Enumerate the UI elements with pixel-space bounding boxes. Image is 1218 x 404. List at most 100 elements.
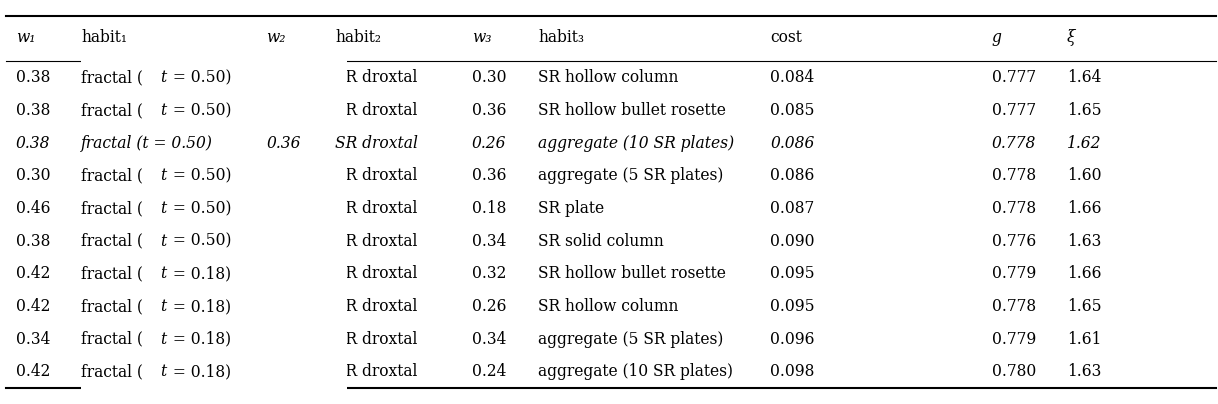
Text: fractal (: fractal ( xyxy=(82,330,143,347)
Bar xyxy=(82,60,347,96)
Text: cost: cost xyxy=(771,29,803,46)
Text: 0.26: 0.26 xyxy=(471,135,507,152)
Text: fractal (: fractal ( xyxy=(82,102,143,119)
Text: habit₁: habit₁ xyxy=(82,29,127,46)
Text: g: g xyxy=(991,29,1001,46)
Text: fractal (: fractal ( xyxy=(82,233,143,250)
Text: = 0.50): = 0.50) xyxy=(168,167,231,184)
Text: 0.096: 0.096 xyxy=(771,330,815,347)
Text: t: t xyxy=(161,233,167,250)
Bar xyxy=(82,158,347,194)
Text: 0.24: 0.24 xyxy=(471,363,507,380)
Text: = 0.50): = 0.50) xyxy=(168,69,231,86)
Text: 0.086: 0.086 xyxy=(771,135,815,152)
Text: SR solid column: SR solid column xyxy=(538,233,664,250)
Text: 0.38: 0.38 xyxy=(16,69,50,86)
Text: SR droxtal: SR droxtal xyxy=(335,135,418,152)
Text: SR droxtal: SR droxtal xyxy=(335,102,418,119)
Text: 0.34: 0.34 xyxy=(266,167,301,184)
Text: = 0.18): = 0.18) xyxy=(168,330,231,347)
Text: 0.32: 0.32 xyxy=(266,69,301,86)
Text: habit₃: habit₃ xyxy=(538,29,585,46)
Text: 0.778: 0.778 xyxy=(991,135,1037,152)
Text: 0.090: 0.090 xyxy=(771,233,815,250)
Text: 1.63: 1.63 xyxy=(1067,363,1101,380)
Text: 0.087: 0.087 xyxy=(771,200,815,217)
Text: aggregate (10 SR plates): aggregate (10 SR plates) xyxy=(538,135,734,152)
Text: 0.780: 0.780 xyxy=(991,363,1037,380)
Text: = 0.18): = 0.18) xyxy=(168,298,231,315)
Text: 0.36: 0.36 xyxy=(266,200,301,217)
Text: 0.38: 0.38 xyxy=(16,102,50,119)
Text: 0.28: 0.28 xyxy=(266,233,301,250)
Text: habit₂: habit₂ xyxy=(335,29,381,46)
Text: SR plate: SR plate xyxy=(538,200,604,217)
Text: 0.779: 0.779 xyxy=(991,265,1037,282)
Bar xyxy=(82,256,347,292)
Text: 0.778: 0.778 xyxy=(991,167,1037,184)
Text: SR hollow column: SR hollow column xyxy=(538,69,678,86)
Text: fractal (t = 0.50): fractal (t = 0.50) xyxy=(82,135,213,152)
Text: SR hollow bullet rosette: SR hollow bullet rosette xyxy=(538,265,726,282)
Text: = 0.50): = 0.50) xyxy=(168,233,231,250)
Text: 0.30: 0.30 xyxy=(16,167,50,184)
Bar xyxy=(82,354,347,389)
Text: w₁: w₁ xyxy=(16,29,35,46)
Text: 0.46: 0.46 xyxy=(16,200,50,217)
Text: SR droxtal: SR droxtal xyxy=(335,69,418,86)
Text: 0.34: 0.34 xyxy=(471,330,507,347)
Text: aggregate (10 SR plates): aggregate (10 SR plates) xyxy=(538,363,733,380)
Text: 0.42: 0.42 xyxy=(16,298,50,315)
Text: t: t xyxy=(161,330,167,347)
Text: 0.778: 0.778 xyxy=(991,298,1037,315)
Text: 1.62: 1.62 xyxy=(1067,135,1101,152)
Text: 0.778: 0.778 xyxy=(991,200,1037,217)
Text: 0.18: 0.18 xyxy=(471,200,507,217)
Text: t: t xyxy=(161,265,167,282)
Text: 1.65: 1.65 xyxy=(1067,298,1101,315)
Text: 0.38: 0.38 xyxy=(16,233,50,250)
Text: 0.30: 0.30 xyxy=(471,69,507,86)
Text: 1.65: 1.65 xyxy=(1067,102,1101,119)
Text: SR droxtal: SR droxtal xyxy=(335,363,418,380)
Text: 0.095: 0.095 xyxy=(771,298,815,315)
Text: SR hollow bullet rosette: SR hollow bullet rosette xyxy=(538,102,726,119)
Text: 0.26: 0.26 xyxy=(471,298,507,315)
Text: aggregate (5 SR plates): aggregate (5 SR plates) xyxy=(538,167,723,184)
Text: w₃: w₃ xyxy=(471,29,491,46)
Text: 0.777: 0.777 xyxy=(991,102,1037,119)
Text: fractal (: fractal ( xyxy=(82,200,143,217)
Text: SR droxtal: SR droxtal xyxy=(335,330,418,347)
Text: 1.66: 1.66 xyxy=(1067,265,1101,282)
Text: 0.777: 0.777 xyxy=(991,69,1037,86)
Bar xyxy=(82,191,347,226)
Bar xyxy=(82,321,347,357)
Text: 1.64: 1.64 xyxy=(1067,69,1101,86)
Text: w₂: w₂ xyxy=(266,29,286,46)
Text: 0.086: 0.086 xyxy=(771,167,815,184)
Text: 1.63: 1.63 xyxy=(1067,233,1101,250)
Text: 0.38: 0.38 xyxy=(16,135,50,152)
Text: t: t xyxy=(161,200,167,217)
Bar xyxy=(82,93,347,128)
Text: t: t xyxy=(161,298,167,315)
Text: 0.26: 0.26 xyxy=(266,265,301,282)
Text: fractal (: fractal ( xyxy=(82,298,143,315)
Text: t: t xyxy=(161,363,167,380)
Text: 0.42: 0.42 xyxy=(16,363,50,380)
Text: t: t xyxy=(161,102,167,119)
Text: SR droxtal: SR droxtal xyxy=(335,167,418,184)
Text: SR droxtal: SR droxtal xyxy=(335,233,418,250)
Text: 0.085: 0.085 xyxy=(771,102,815,119)
Bar xyxy=(82,288,347,324)
Text: 0.42: 0.42 xyxy=(16,265,50,282)
Text: ξ: ξ xyxy=(1067,29,1075,46)
Text: 1.66: 1.66 xyxy=(1067,200,1101,217)
Text: 0.34: 0.34 xyxy=(266,363,301,380)
Text: = 0.18): = 0.18) xyxy=(168,363,231,380)
Text: 0.26: 0.26 xyxy=(266,102,301,119)
Text: fractal (: fractal ( xyxy=(82,167,143,184)
Text: SR hollow column: SR hollow column xyxy=(538,298,678,315)
Text: 0.098: 0.098 xyxy=(771,363,815,380)
Text: 0.36: 0.36 xyxy=(266,135,301,152)
